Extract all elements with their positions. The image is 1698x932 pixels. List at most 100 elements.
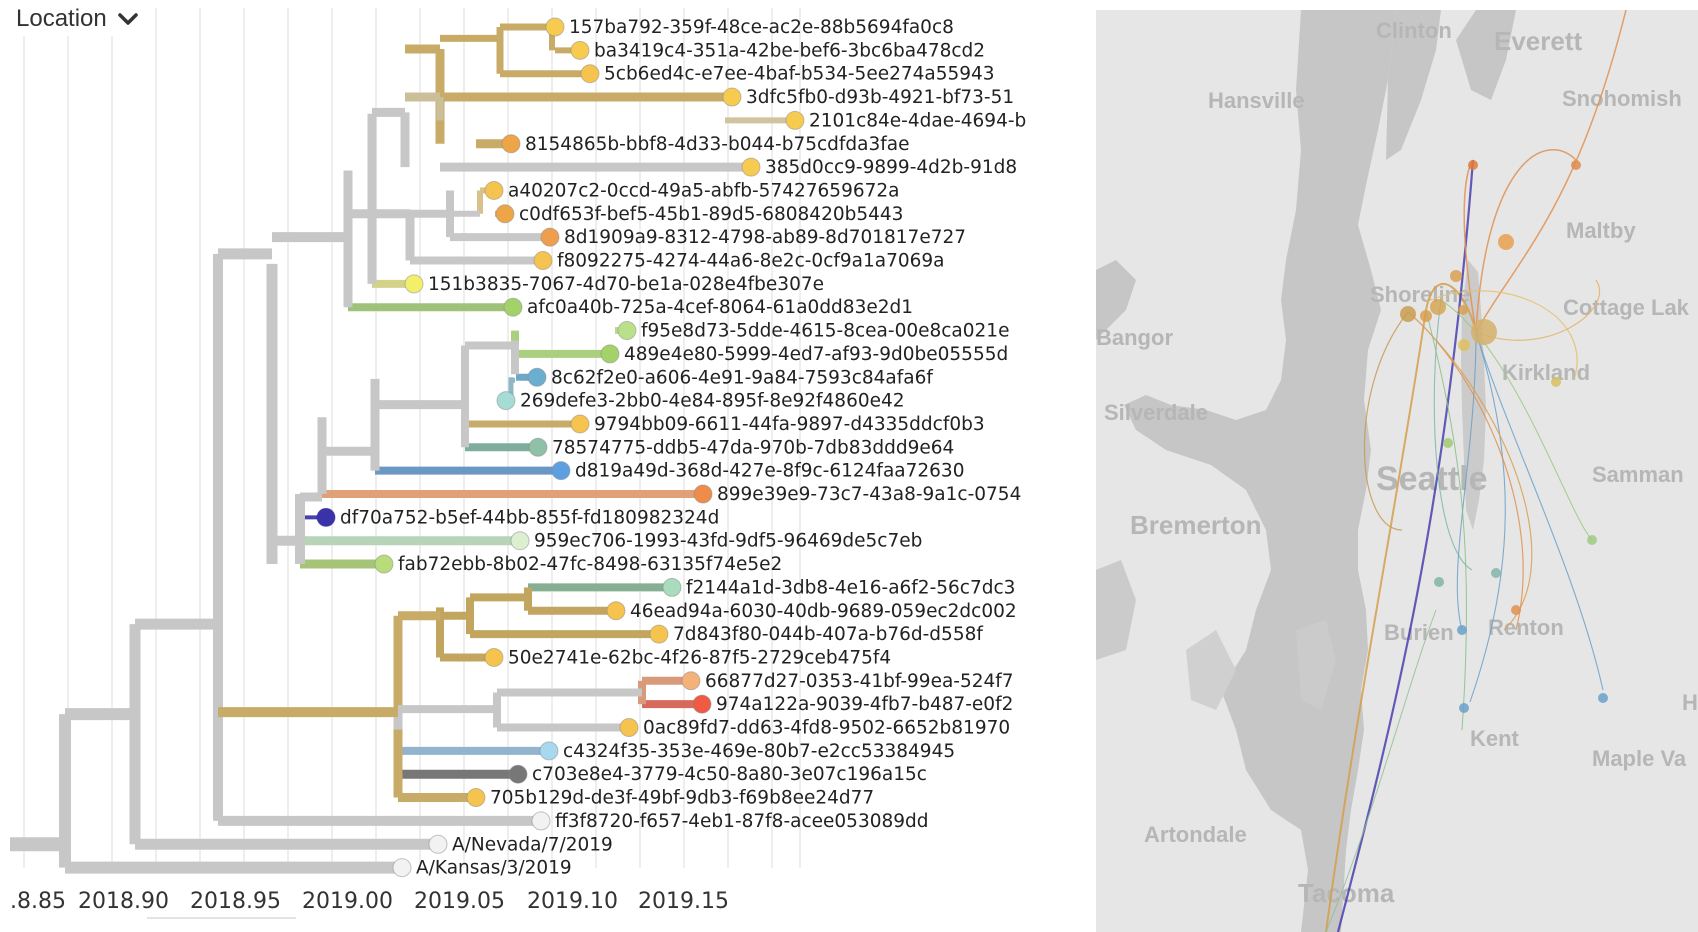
tip-label[interactable]: 78574775-ddb5-47da-970b-7db83ddd9e64 [552,437,954,458]
tip-label[interactable]: 8154865b-bbf8-4d33-b044-b75cdfda3fae [525,134,910,155]
tip-marker[interactable] [681,671,701,691]
tip-label[interactable]: 3dfc5fb0-d93b-4921-bf73-51 [746,87,1014,108]
tip-marker[interactable] [693,484,713,504]
tip-label[interactable]: ff3f8720-f657-4eb1-87f8-acee053089dd [555,811,929,832]
tip-label[interactable]: 959ec706-1993-43fd-9df5-96469de5c7eb [534,531,922,552]
location-marker[interactable] [1434,577,1444,587]
tip-label[interactable]: f95e8d73-5dde-4615-8cea-00e8ca021e [641,321,1009,342]
transmission-path [1363,311,1409,531]
tip-marker[interactable] [533,251,553,270]
tip-marker[interactable] [496,391,516,411]
tip-label[interactable]: 974a122a-9039-4fb7-b487-e0f2 [716,694,1013,715]
tip-marker[interactable] [539,741,559,761]
tip-label[interactable]: c703e8e4-3779-4c50-8a80-3e07c196a15c [532,764,927,785]
tip-marker[interactable] [508,764,528,784]
tip-label[interactable]: c0df653f-bef5-45b1-89d5-6808420b5443 [519,204,903,225]
location-marker[interactable] [1459,703,1469,713]
tip-marker[interactable] [510,531,530,551]
tip-label[interactable]: 50e2741e-62bc-4f26-87f5-2729ceb475f4 [508,647,891,668]
tip-label[interactable]: 899e39e9-73c7-43a8-9a1c-0754 [717,484,1021,505]
tip-marker[interactable] [531,811,551,831]
phylogenetic-tree[interactable]: 157ba792-359f-48ce-ac2e-88b5694fa0c8ba34… [0,0,1050,932]
tip-marker[interactable] [503,297,523,317]
location-marker[interactable] [1458,339,1470,351]
tip-marker[interactable] [392,858,412,878]
tip-label[interactable]: 151b3835-7067-4d70-be1a-028e4fbe307e [428,274,824,295]
tip-marker[interactable] [528,437,548,457]
tip-marker[interactable] [545,17,565,37]
tip-label[interactable]: 9794bb09-6611-44fa-9897-d4335ddcf0b3 [594,414,985,435]
transmission-map[interactable]: Clinton Everett Hansville Snohomish Maltby Sh… [1096,10,1698,932]
tip-marker[interactable] [617,321,637,341]
tip-label[interactable]: A/Kansas/3/2019 [416,858,572,879]
tip-marker[interactable] [527,367,547,387]
location-marker[interactable] [1458,305,1468,315]
tip-label[interactable]: afc0a40b-725a-4cef-8064-61a0dd83e2d1 [527,297,913,318]
tip-label[interactable]: 269defe3-2bb0-4e84-895f-8e92f4860e42 [520,391,905,412]
location-marker[interactable] [1511,605,1521,615]
tip-marker[interactable] [741,157,761,177]
tip-marker[interactable] [580,64,600,84]
map-place-label: Shoreline [1370,282,1470,307]
tip-label[interactable]: 46ead94a-6030-40db-9689-059ec2dc002 [630,601,1017,622]
tip-label[interactable]: f8092275-4274-44a6-8e2c-0cf9a1a7069a [557,251,945,272]
tip-marker[interactable] [722,87,742,107]
tip-label[interactable]: 0ac89fd7-dd63-4fd8-9502-6652b81970 [643,718,1010,739]
location-marker[interactable] [1457,625,1467,635]
tip-label[interactable]: A/Nevada/7/2019 [452,834,613,855]
tip-marker[interactable] [484,180,504,200]
map-place-label: Kent [1470,726,1520,751]
tip-marker[interactable] [501,134,521,154]
tip-label[interactable]: 2101c84e-4dae-4694-b [809,110,1026,131]
tip-marker[interactable] [570,40,590,60]
tip-label[interactable]: df70a752-b5ef-44bb-855f-fd180982324d [340,507,719,528]
location-marker[interactable] [1450,270,1462,282]
location-marker[interactable] [1498,234,1514,250]
location-marker[interactable] [1571,160,1581,170]
location-marker[interactable] [1468,160,1478,170]
location-marker[interactable] [1587,535,1597,545]
tip-marker[interactable] [551,461,571,481]
tip-label[interactable]: c4324f35-353e-469e-80b7-e2cc53384945 [563,741,955,762]
location-dropdown[interactable]: Location [16,2,145,36]
tip-label[interactable]: 705b129d-de3f-49bf-9db3-f69b8ee24d77 [490,788,874,809]
location-marker[interactable] [1420,310,1432,322]
tip-label[interactable]: a40207c2-0ccd-49a5-abfb-57427659672a [508,180,899,201]
tip-label[interactable]: 8c62f2e0-a606-4e91-9a84-7593c84afa6f [551,367,933,388]
tip-marker[interactable] [692,694,712,714]
tip-marker[interactable] [428,834,448,854]
tip-marker[interactable] [606,601,626,621]
map-place-label: Maple Va [1592,746,1687,771]
location-marker[interactable] [1491,568,1501,578]
tip-label[interactable]: d819a49d-368d-427e-8f9c-6124faa72630 [575,461,964,482]
tip-marker[interactable] [619,718,639,737]
location-marker[interactable] [1598,693,1608,703]
location-marker[interactable] [1551,377,1561,387]
location-marker[interactable] [1430,299,1446,315]
tip-marker[interactable] [484,647,504,667]
tip-label[interactable]: 8d1909a9-8312-4798-ab89-8d701817e727 [564,227,966,248]
tip-label[interactable]: fab72ebb-8b02-47fc-8498-63135f74e5e2 [398,554,782,575]
tip-label[interactable]: 157ba792-359f-48ce-ac2e-88b5694fa0c8 [569,17,954,38]
location-marker[interactable] [1400,306,1416,322]
tip-marker[interactable] [495,204,515,224]
tip-label[interactable]: ba3419c4-351a-42be-bef6-3bc6ba478cd2 [594,40,985,61]
tip-label[interactable]: 385d0cc9-9899-4d2b-91d8 [765,157,1017,178]
tip-marker[interactable] [466,788,486,808]
tip-marker[interactable] [600,344,620,364]
tip-marker[interactable] [785,110,805,130]
tip-marker[interactable] [404,274,424,294]
tip-label[interactable]: 66877d27-0353-41bf-99ea-524f7 [705,671,1014,692]
tip-marker[interactable] [570,414,590,434]
location-marker[interactable] [1443,438,1453,448]
tip-label[interactable]: 489e4e80-5999-4ed7-af93-9d0be05555d [624,344,1008,365]
tip-marker[interactable] [662,577,682,597]
tip-marker[interactable] [540,227,560,247]
tip-marker[interactable] [316,507,336,527]
location-marker[interactable] [1471,319,1497,345]
tip-label[interactable]: 5cb6ed4c-e7ee-4baf-b534-5ee274a55943 [604,64,995,85]
tip-label[interactable]: 7d843f80-044b-407a-b76d-d558f [673,624,983,645]
tip-marker[interactable] [374,554,394,574]
tip-marker[interactable] [649,624,669,644]
tip-label[interactable]: f2144a1d-3db8-4e16-a6f2-56c7dc3 [686,577,1015,598]
